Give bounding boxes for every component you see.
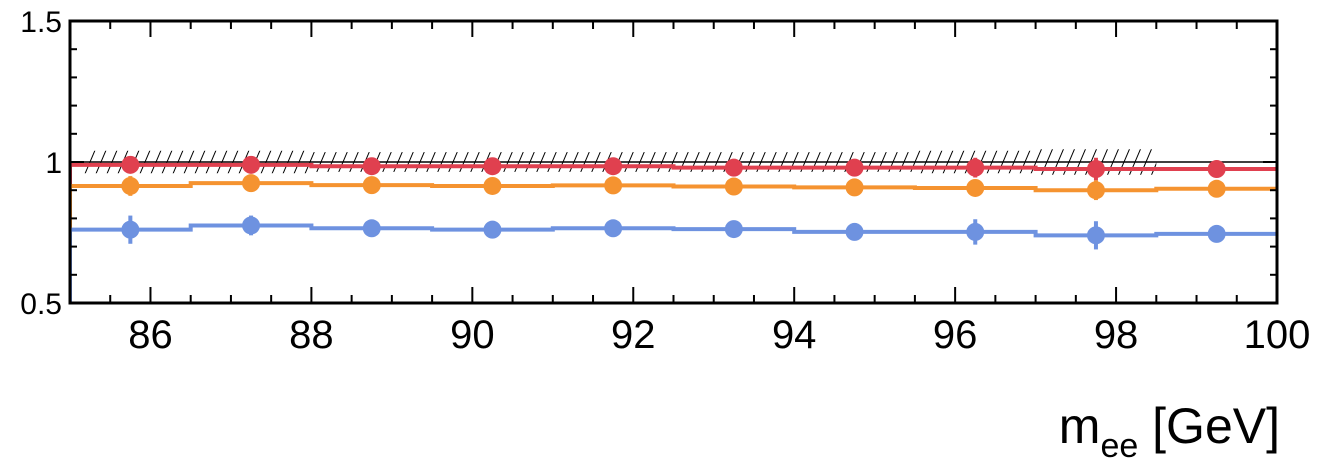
x-axis-label-main: m	[1059, 398, 1101, 454]
series-1-point	[604, 157, 623, 176]
series-3-point	[966, 222, 985, 241]
series-2-point	[242, 174, 261, 193]
series-2-histogram	[70, 181, 1277, 303]
y-tick-label: 0.5	[20, 288, 62, 321]
x-axis-label-unit: [GeV]	[1138, 398, 1280, 454]
series-1-histogram	[70, 162, 1277, 303]
series-1-point	[362, 157, 381, 176]
series-1-point	[966, 158, 985, 177]
data-points	[121, 155, 1226, 250]
series-3-point	[845, 222, 864, 241]
series-3-point	[362, 219, 381, 238]
series-1-point	[845, 158, 864, 177]
x-tick-label: 94	[772, 313, 817, 357]
series-2-point	[483, 176, 502, 195]
series-2-point	[966, 178, 985, 197]
x-axis-ticks: 86 88 90 92 94 96 98 100	[69, 21, 1311, 357]
series-1-point	[1207, 160, 1226, 179]
x-tick-label: 100	[1244, 313, 1311, 357]
series-2-point	[362, 176, 381, 195]
series-3-point	[1086, 226, 1105, 245]
series-1-point	[724, 158, 743, 177]
series-3-point	[604, 219, 623, 238]
series-2-point	[1207, 179, 1226, 198]
series-2-point	[845, 178, 864, 197]
series-3-point	[483, 220, 502, 239]
series-1-point	[121, 155, 140, 174]
y-axis-ticks: 0.5 1 1.5	[20, 6, 1277, 321]
series-3-point	[724, 220, 743, 239]
x-tick-label: 92	[611, 313, 656, 357]
x-tick-label: 88	[289, 313, 334, 357]
series-1-point	[242, 155, 261, 174]
series-3-point	[242, 216, 261, 235]
series-3-point	[1207, 224, 1226, 243]
x-axis-label: mee [GeV]	[1059, 398, 1280, 461]
series-1-point	[483, 157, 502, 176]
series-2-point	[121, 176, 140, 195]
x-tick-label: 86	[128, 313, 173, 357]
x-tick-label: 98	[1094, 313, 1139, 357]
series-1-point	[1086, 160, 1105, 179]
y-tick-label: 1.5	[20, 6, 62, 39]
series-2-point	[604, 176, 623, 195]
y-tick-label: 1	[45, 147, 62, 180]
series-2-point	[724, 177, 743, 196]
x-tick-label: 96	[933, 313, 978, 357]
x-tick-label: 90	[450, 313, 495, 357]
series-2-point	[1086, 181, 1105, 200]
x-axis-label-subscript: ee	[1100, 427, 1138, 461]
series-3-point	[121, 220, 140, 239]
